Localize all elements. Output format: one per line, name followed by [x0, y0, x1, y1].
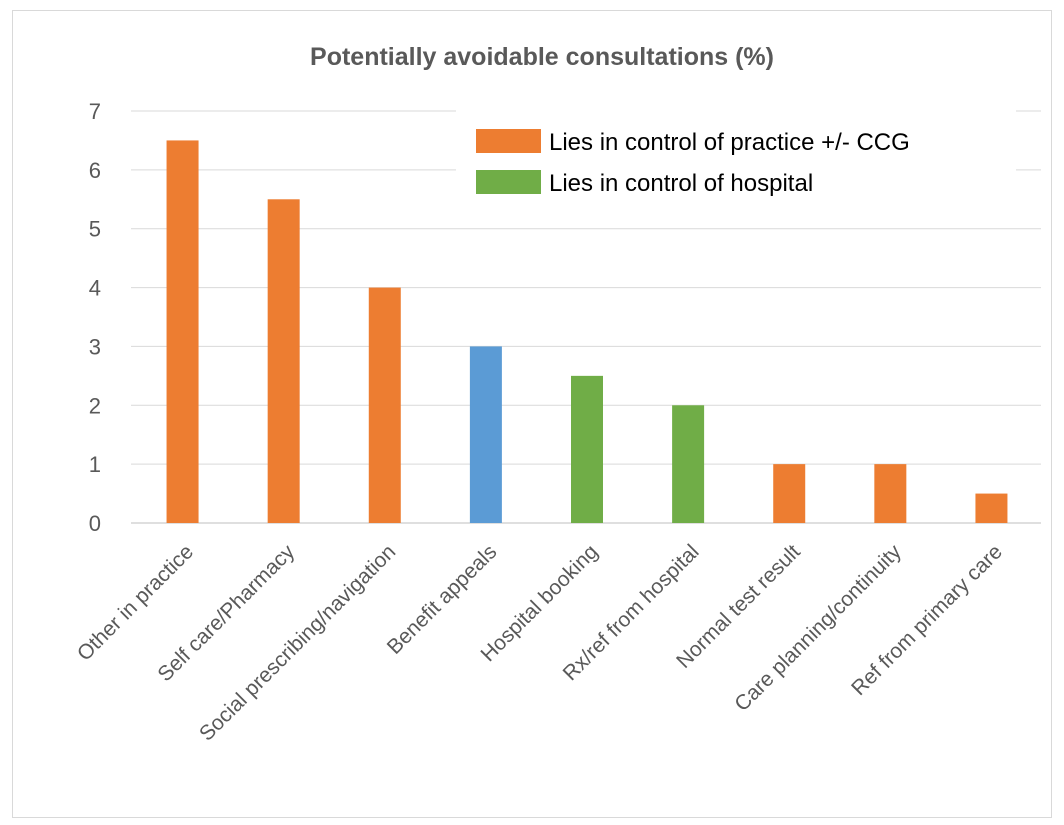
bar [672, 405, 705, 523]
legend: Lies in control of practice +/- CCG Lies… [456, 109, 1016, 217]
bar [773, 464, 806, 523]
y-tick-label: 2 [89, 393, 101, 418]
y-tick-label: 3 [89, 334, 101, 359]
y-tick-label: 7 [89, 99, 101, 124]
bar [368, 287, 401, 523]
bar [469, 346, 502, 523]
y-axis-ticks: 0 1 2 3 4 5 6 7 [89, 99, 101, 536]
bar [874, 464, 907, 523]
legend-swatch-hospital [476, 170, 541, 194]
bar-chart: Potentially avoidable consultations (%) … [73, 43, 1041, 746]
y-tick-label: 1 [89, 452, 101, 477]
y-tick-label: 6 [89, 158, 101, 183]
y-tick-label: 0 [89, 511, 101, 536]
chart-frame: Potentially avoidable consultations (%) … [12, 10, 1052, 818]
legend-label-practice: Lies in control of practice +/- CCG [549, 129, 910, 156]
legend-background [456, 109, 1016, 217]
bar [975, 493, 1008, 523]
x-tick-label: Benefit appeals [383, 540, 502, 659]
y-tick-label: 5 [89, 217, 101, 242]
x-tick-label: Social prescribing/navigation [195, 540, 400, 745]
bar [267, 199, 300, 524]
x-tick-label: Care planning/continuity [730, 540, 906, 716]
bars [166, 140, 1008, 524]
legend-label-hospital: Lies in control of hospital [549, 170, 813, 197]
chart-title: Potentially avoidable consultations (%) [310, 43, 774, 71]
legend-swatch-practice [476, 129, 541, 153]
bar [571, 375, 603, 523]
y-tick-label: 4 [89, 276, 101, 301]
bar [166, 140, 199, 523]
